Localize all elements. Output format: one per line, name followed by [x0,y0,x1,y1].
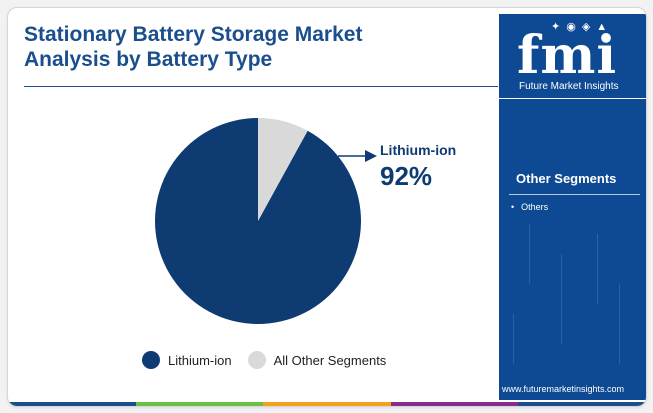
legend-item-lithium-ion: Lithium-ion [142,351,232,369]
pie-slices [155,118,362,324]
legend-label-other-segments: All Other Segments [273,352,387,368]
chart-title: Stationary Battery Storage Market Analys… [24,22,474,72]
legend-swatch-other-segments [247,351,266,369]
logo-divider [499,98,646,99]
website-url: www.futuremarketinsights.com [502,384,625,394]
title-line-2: Analysis by Battery Type [24,48,273,71]
pie-slice-all-other-segments [258,118,308,221]
logo-icons: ✦◉◈▲ [551,21,614,33]
bottom-color-bar [8,402,646,406]
legend-item-other-segments: All Other Segments [247,351,387,369]
other-segments-divider [509,194,640,195]
bullet-icon: • [511,202,515,212]
legend-label-lithium-ion: Lithium-ion [168,352,232,368]
callout-value: 92% [380,161,433,191]
report-card: Stationary Battery Storage Market Analys… [7,7,647,407]
pie-slice-lithium-ion [155,118,362,324]
pie-chart [155,118,377,324]
logo-company-name: Future Market Insights [519,81,619,92]
other-segments-title: Other Segments [516,171,617,186]
chart-legend: Lithium-ion All Other Segments [142,351,402,369]
title-divider [24,86,498,87]
segment-label: Others [521,202,549,212]
callout-label: Lithium-ion [380,142,457,158]
segment-item-others: • Others [511,202,548,212]
fmi-logo: fmi [517,25,618,86]
legend-swatch-lithium-ion [142,351,160,369]
sidebar-panel: ✦◉◈▲ fmi Future Market Insights Other Se… [499,14,646,400]
title-line-1: Stationary Battery Storage Market [24,23,363,46]
